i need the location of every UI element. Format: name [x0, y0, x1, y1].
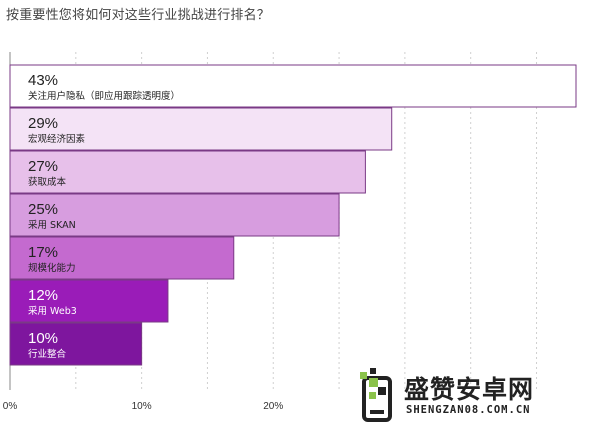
- bar-value-label: 25%: [28, 201, 58, 218]
- bar-group: 17%规模化能力: [9, 236, 235, 280]
- bar: [9, 150, 366, 194]
- bar-group: 10%行业整合: [9, 322, 143, 366]
- bar-value-label: 29%: [28, 115, 58, 132]
- watermark-text-cn: 盛赞安卓网: [404, 375, 535, 404]
- x-tick-labels: 0% 10% 20%: [3, 401, 284, 412]
- x-tick-label: 20%: [263, 401, 283, 412]
- bar-group: 25% 采用 SKAN: [9, 193, 340, 237]
- watermark: 盛赞安卓网 SHENGZAN08.COM.CN: [356, 364, 600, 424]
- bar-value-label: 17%: [28, 244, 58, 261]
- x-tick-label: 10%: [132, 401, 152, 412]
- bar-category-label: 采用 Web3: [28, 306, 77, 317]
- bar: [9, 279, 169, 323]
- x-tick-label: 0%: [3, 401, 18, 412]
- bar-value-label: 10%: [28, 330, 58, 347]
- bar: [9, 236, 235, 280]
- bar: [9, 64, 577, 108]
- bar-category-label: 获取成本: [28, 176, 67, 188]
- bar: [9, 193, 340, 237]
- bar-category-label: 规模化能力: [28, 262, 76, 274]
- watermark-text-en: SHENGZAN08.COM.CN: [406, 404, 531, 416]
- bar-category-label: 宏观经济因素: [28, 133, 86, 145]
- bar-category-label: 行业整合: [28, 348, 67, 360]
- bar: [9, 322, 143, 366]
- bars: 43%关注用户隐私（即应用跟踪透明度）29%宏观经济因素27%获取成本25%采用…: [9, 64, 577, 366]
- chart-title: 按重要性您将如何对这些行业挑战进行排名？: [6, 8, 271, 23]
- phone-logo-icon: [360, 368, 392, 422]
- bar-group: 43%关注用户隐私（即应用跟踪透明度）: [9, 64, 577, 108]
- bar-group: 12% 采用 Web3: [9, 279, 169, 323]
- bar-value-label: 12%: [28, 287, 58, 304]
- bar-value-label: 43%: [28, 72, 58, 89]
- bar-group: 29%宏观经济因素: [9, 107, 393, 151]
- bar-group: 27%获取成本: [9, 150, 366, 194]
- bar-category-label: 关注用户隐私（即应用跟踪透明度）: [28, 90, 180, 102]
- bar-value-label: 27%: [28, 158, 58, 175]
- bar-category-label: 采用 SKAN: [28, 220, 76, 231]
- bar: [9, 107, 393, 151]
